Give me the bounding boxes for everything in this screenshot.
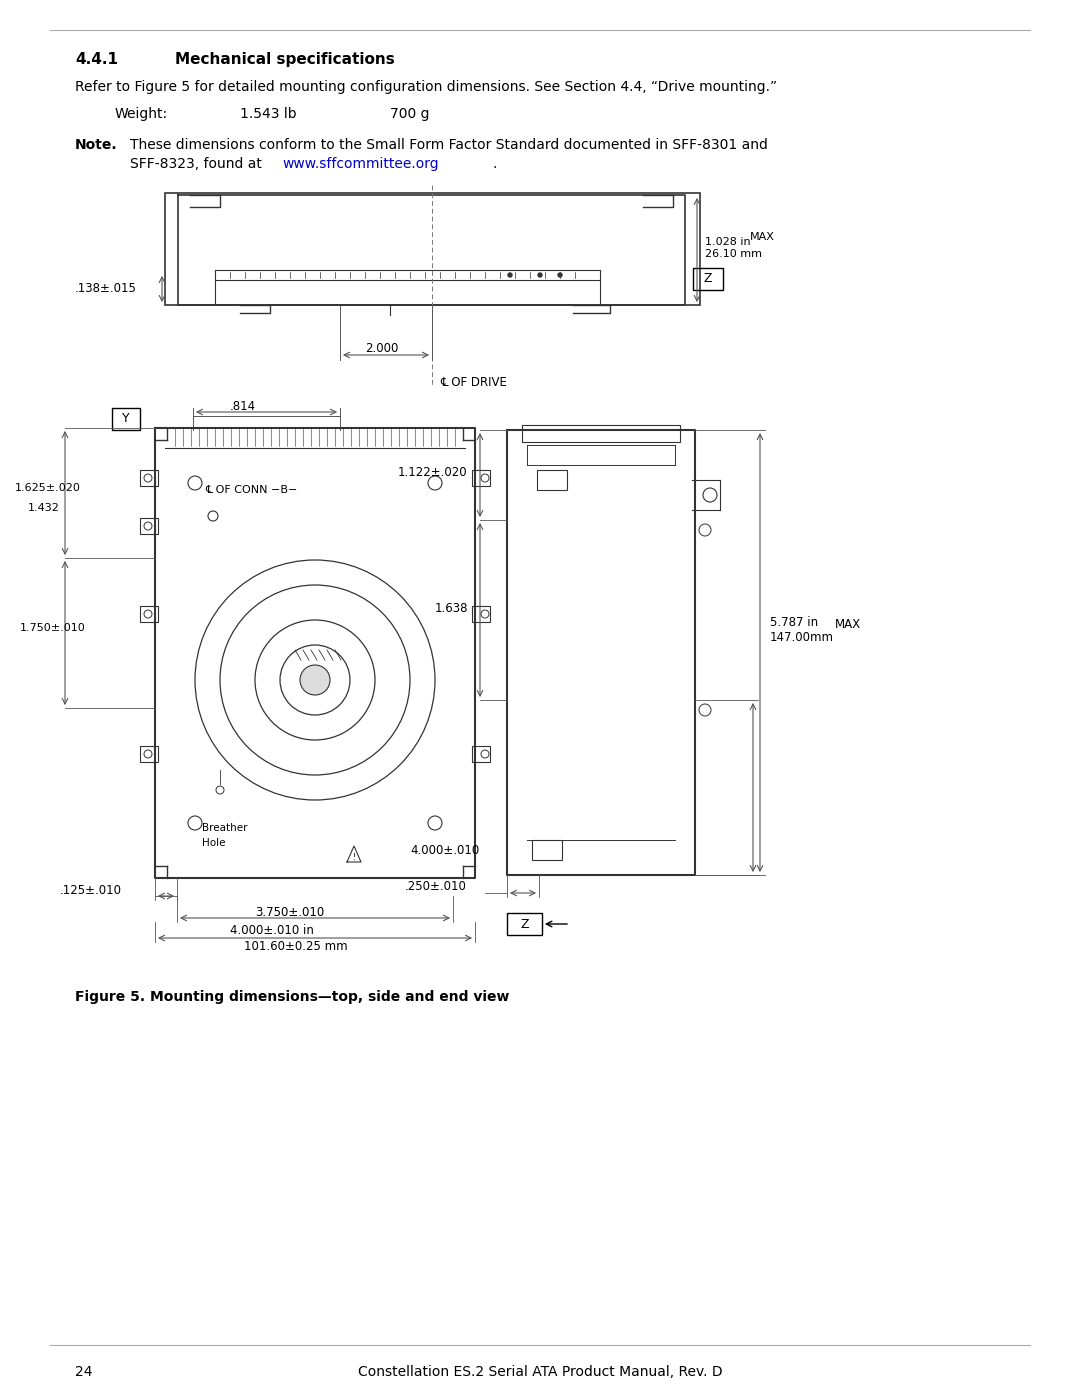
Bar <box>537 469 567 490</box>
Bar <box>140 606 158 622</box>
Text: 24: 24 <box>75 1365 93 1379</box>
Text: 4.000±.010: 4.000±.010 <box>410 844 480 856</box>
Text: SFF-8323, found at: SFF-8323, found at <box>130 156 267 170</box>
Text: .250±.010: .250±.010 <box>405 880 467 894</box>
Text: 101.60±0.25 mm: 101.60±0.25 mm <box>244 940 348 954</box>
Bar <box>112 408 140 430</box>
Text: Refer to Figure 5 for detailed mounting configuration dimensions. See Section 4.: Refer to Figure 5 for detailed mounting … <box>75 80 778 94</box>
Text: .138±.015: .138±.015 <box>75 282 137 295</box>
Text: 4.000±.010 in: 4.000±.010 in <box>230 925 314 937</box>
Text: Figure 5. Mounting dimensions—top, side and end view: Figure 5. Mounting dimensions—top, side … <box>75 990 510 1004</box>
Bar <box>140 746 158 761</box>
Bar <box>472 606 490 622</box>
Bar <box>140 469 158 486</box>
Text: ℄ OF CONN −B−: ℄ OF CONN −B− <box>205 485 297 495</box>
Text: 1.638: 1.638 <box>435 602 469 615</box>
Text: 1.432: 1.432 <box>28 503 59 513</box>
Bar <box>472 469 490 486</box>
Circle shape <box>508 272 512 277</box>
Bar <box>532 840 562 861</box>
Text: .814: .814 <box>230 400 256 412</box>
Text: Z: Z <box>521 918 529 930</box>
Bar <box>693 268 723 291</box>
Text: Mechanical specifications: Mechanical specifications <box>175 52 395 67</box>
Circle shape <box>300 665 330 694</box>
Circle shape <box>538 272 542 277</box>
Circle shape <box>558 272 562 277</box>
Bar <box>472 746 490 761</box>
Text: 5.787 in
147.00mm: 5.787 in 147.00mm <box>770 616 834 644</box>
Text: 3.750±.010: 3.750±.010 <box>255 905 324 918</box>
Bar <box>507 914 542 935</box>
Text: Hole: Hole <box>202 838 226 848</box>
Bar <box>140 518 158 534</box>
Text: Note.: Note. <box>75 138 118 152</box>
Text: www.sffcommittee.org: www.sffcommittee.org <box>282 156 438 170</box>
Bar <box>165 193 700 305</box>
Text: 1.543 lb: 1.543 lb <box>240 108 297 122</box>
Text: ℄ OF DRIVE: ℄ OF DRIVE <box>440 377 507 390</box>
Text: .125±.010: .125±.010 <box>60 883 122 897</box>
Text: Weight:: Weight: <box>114 108 168 122</box>
Text: These dimensions conform to the Small Form Factor Standard documented in SFF-830: These dimensions conform to the Small Fo… <box>130 138 768 152</box>
Text: 2.000: 2.000 <box>365 341 399 355</box>
Text: Breather: Breather <box>202 823 247 833</box>
Text: 700 g: 700 g <box>390 108 430 122</box>
Text: Constellation ES.2 Serial ATA Product Manual, Rev. D: Constellation ES.2 Serial ATA Product Ma… <box>357 1365 723 1379</box>
Text: MAX: MAX <box>750 232 774 242</box>
Text: .: . <box>492 156 497 170</box>
Text: Y: Y <box>122 412 130 426</box>
Text: 1.750±.010: 1.750±.010 <box>21 623 85 633</box>
Text: !: ! <box>352 852 355 862</box>
Text: 4.4.1: 4.4.1 <box>75 52 118 67</box>
Text: Z: Z <box>704 272 712 285</box>
Text: 1.122±.020: 1.122±.020 <box>399 465 468 479</box>
Text: 1.028 in
26.10 mm: 1.028 in 26.10 mm <box>705 237 762 258</box>
Text: MAX: MAX <box>835 619 861 631</box>
Text: 1.625±.020: 1.625±.020 <box>15 483 81 493</box>
